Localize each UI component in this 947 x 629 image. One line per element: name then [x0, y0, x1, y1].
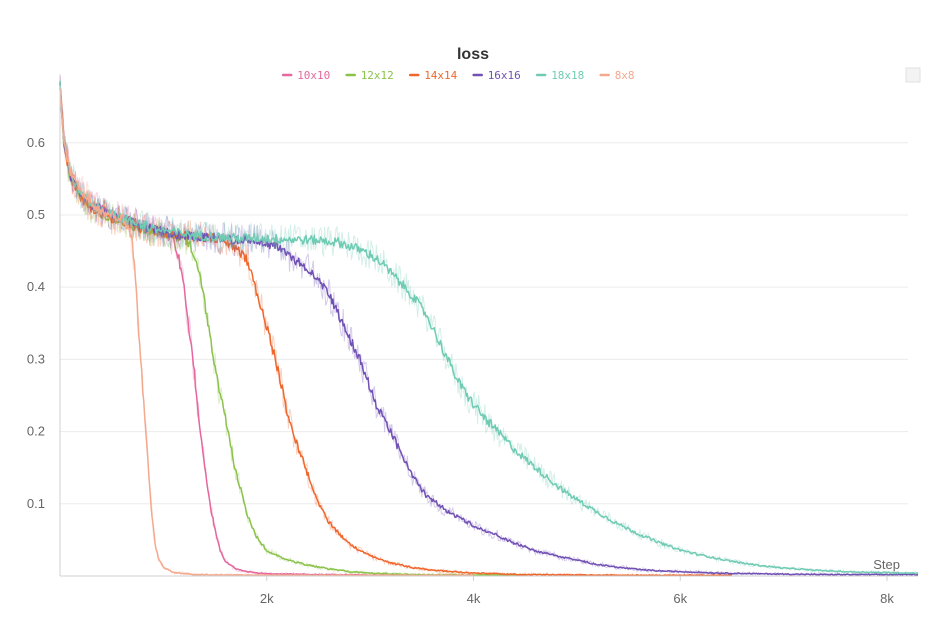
series-raw-line-8x8: [59, 87, 474, 578]
plot-area: [59, 73, 919, 578]
legend-label: 10x10: [297, 69, 330, 82]
y-tick-label: 0.5: [27, 207, 45, 222]
y-tick-label: 0.6: [27, 135, 45, 150]
series-10x10: [59, 73, 402, 577]
series-raw-line-14x14: [59, 85, 733, 578]
series-line-18x18: [59, 80, 919, 575]
x-axis: 2k 4k 6k 8k: [260, 576, 894, 606]
legend-item-12x12[interactable]: 12x12: [345, 69, 394, 82]
x-axis-title: Step: [873, 557, 900, 572]
grid: [60, 142, 908, 505]
legend-label: 8x8: [615, 69, 635, 82]
legend-item-14x14[interactable]: 14x14: [408, 69, 458, 82]
series-line-8x8: [59, 88, 474, 577]
legend-item-8x8[interactable]: 8x8: [599, 69, 635, 82]
y-tick-label: 0.2: [27, 424, 45, 439]
y-tick-label: 0.4: [27, 279, 45, 294]
legend-item-16x16[interactable]: 16x16: [472, 69, 521, 82]
legend-label: 16x16: [488, 69, 521, 82]
series-raw-line-12x12: [59, 95, 526, 578]
series-line-12x12: [59, 86, 526, 577]
legend-label: 12x12: [361, 69, 394, 82]
x-tick-label: 8k: [880, 591, 894, 606]
x-tick-label: 2k: [260, 591, 274, 606]
series-18x18: [59, 80, 919, 576]
chart-title: loss: [457, 46, 489, 63]
series-14x14: [59, 84, 733, 578]
series-raw-line-10x10: [59, 73, 402, 577]
legend: 10x10 12x12 14x14 16x16 18x18 8x8: [281, 69, 635, 82]
y-tick-label: 0.3: [27, 351, 45, 366]
legend-label: 14x14: [424, 69, 457, 82]
legend-item-18x18[interactable]: 18x18: [535, 69, 584, 82]
legend-label: 18x18: [551, 69, 584, 82]
y-tick-label: 0.1: [27, 496, 45, 511]
series-line-14x14: [59, 84, 732, 577]
x-tick-label: 4k: [467, 591, 481, 606]
series-raw-line-18x18: [59, 97, 919, 576]
x-tick-label: 6k: [673, 591, 687, 606]
y-axis: 0.1 0.2 0.3 0.4 0.5 0.6: [27, 135, 45, 511]
series-12x12: [59, 86, 526, 578]
panel-menu-button[interactable]: [905, 67, 921, 83]
series-8x8: [59, 87, 474, 578]
series-line-16x16: [59, 82, 918, 576]
legend-item-10x10[interactable]: 10x10: [281, 69, 330, 82]
